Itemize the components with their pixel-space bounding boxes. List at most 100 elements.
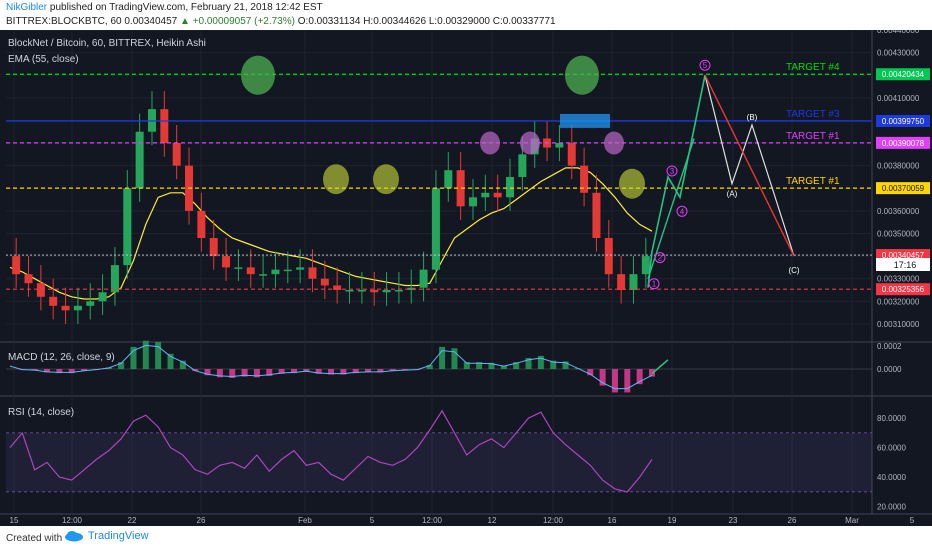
highlight-circle xyxy=(604,131,624,155)
candle-body xyxy=(481,192,490,198)
time-tick-label: 22 xyxy=(128,516,137,525)
author-name[interactable]: NikGibler xyxy=(6,2,48,13)
candle-body xyxy=(209,238,218,257)
tradingview-logo[interactable]: TradingView xyxy=(64,530,149,542)
price-tick-label: 0.00320000 xyxy=(877,297,920,306)
chart-canvas[interactable]: 15 12:00 22 26 Feb 5 12:00 12 12:00 16 19 23 26 Mar 5 … xyxy=(0,30,932,526)
macd-bar xyxy=(241,369,248,377)
candle-body xyxy=(567,143,576,166)
projection-line xyxy=(704,74,795,257)
candle-body xyxy=(98,292,107,302)
candle-body xyxy=(308,267,317,279)
price-label-box xyxy=(876,182,930,195)
macd-legend: MACD (12, 26, close, 9) xyxy=(8,352,115,363)
macd-bar xyxy=(587,369,594,376)
macd-bar xyxy=(56,369,63,374)
x-axis: 15 12:00 22 26 Feb 5 12:00 12 12:00 16 19 23 26 Mar 5 xyxy=(10,516,915,525)
highlight-circle xyxy=(565,55,599,95)
price-label: 0.00325356 xyxy=(882,285,925,294)
brand-name: TradingView xyxy=(88,530,149,542)
ohlc: O:0.00331134 H:0.00344626 L:0.00329000 C… xyxy=(297,16,556,27)
price-label: 0.00420434 xyxy=(882,70,925,79)
price-tick-label: 0.00430000 xyxy=(877,49,920,58)
candle-body xyxy=(49,296,58,306)
highlight-circle xyxy=(373,164,399,195)
elliott-waves: 1 2 3 4 5 (A) (B) (C) xyxy=(647,59,800,290)
candle-body xyxy=(36,283,45,297)
macd-bar xyxy=(204,369,211,376)
macd-bar xyxy=(340,369,347,375)
ticker-line: BITTREX:BLOCKBTC, 60 0.00340457 ▲ +0.000… xyxy=(6,16,556,27)
macd-bar xyxy=(537,355,544,369)
macd-tick-label: 0.0000 xyxy=(877,365,902,374)
wave-label: 2 xyxy=(658,254,663,263)
time-tick-label: 26 xyxy=(197,516,206,525)
macd-bar xyxy=(44,369,51,373)
wave-circle xyxy=(699,59,711,71)
macd-bar xyxy=(167,353,174,369)
candle-body xyxy=(555,143,564,148)
candle-body xyxy=(345,290,354,292)
time-tick-label: Feb xyxy=(298,516,312,525)
macd-bar xyxy=(513,362,520,369)
highlight-circle xyxy=(323,164,349,195)
footer: Created with TradingView xyxy=(0,526,932,550)
countdown: 17:16 xyxy=(894,260,917,270)
macd-bar xyxy=(229,369,236,378)
time-tick-label: 5 xyxy=(910,516,915,525)
macd-bar xyxy=(389,369,396,372)
wave-label: (C) xyxy=(788,266,799,275)
candle-body xyxy=(444,170,453,189)
rsi-band xyxy=(6,432,872,492)
wave-label: 3 xyxy=(670,167,675,176)
candle-body xyxy=(431,188,440,270)
macd-bar xyxy=(266,369,273,376)
price-tick-label: 0.00330000 xyxy=(877,275,920,284)
target-highlight-box xyxy=(560,113,610,128)
price-label-box xyxy=(876,68,930,81)
time-tick-label: 15 xyxy=(10,516,19,525)
candle-body xyxy=(271,269,280,275)
last-price: 0.00340457 xyxy=(124,16,178,27)
price-tick-label: 0.00410000 xyxy=(877,94,920,103)
macd-tick-label: 0.0002 xyxy=(877,342,902,351)
time-tick-label: 16 xyxy=(608,516,617,525)
candle-body xyxy=(629,274,638,290)
macd-bar xyxy=(118,362,125,369)
candle-body xyxy=(370,290,379,293)
macd-bar xyxy=(525,357,532,369)
macd-bar xyxy=(315,369,322,374)
macd-arrow xyxy=(651,359,669,375)
candle-body xyxy=(296,267,305,270)
time-tick-label: 12 xyxy=(488,516,497,525)
candle-body xyxy=(234,267,243,269)
price-label-box xyxy=(876,136,930,149)
macd-bar xyxy=(155,342,162,369)
time-tick-label: 26 xyxy=(788,516,797,525)
rsi-tick-label: 80.0000 xyxy=(877,414,906,423)
macd-bar xyxy=(377,369,384,373)
candle-body xyxy=(197,210,206,238)
target-label: TARGET #1 xyxy=(786,176,840,187)
candle-body xyxy=(617,274,626,290)
candle-body xyxy=(123,188,132,266)
candle-body xyxy=(172,143,181,166)
candle-body xyxy=(592,192,601,238)
candle-body xyxy=(641,256,650,275)
macd-bar xyxy=(426,364,433,369)
macd-bar xyxy=(451,348,458,369)
macd-bar xyxy=(68,369,75,374)
ema-legend: EMA (55, close) xyxy=(8,54,79,65)
candle-body xyxy=(382,290,391,293)
macd-bar xyxy=(179,360,186,369)
rsi-pane: 80.0000 60.0000 40.0000 20.0000 xyxy=(6,409,906,512)
macd-bar xyxy=(328,369,334,375)
annotation-marks xyxy=(241,55,645,199)
rsi-tick-label: 40.0000 xyxy=(877,473,906,482)
macd-bar xyxy=(303,369,310,372)
wave-circle xyxy=(666,165,678,177)
candle-body xyxy=(333,285,342,290)
time-tick-label: 19 xyxy=(668,516,677,525)
rsi-tick-label: 60.0000 xyxy=(877,444,906,453)
target-label: TARGET #1 xyxy=(786,131,840,142)
